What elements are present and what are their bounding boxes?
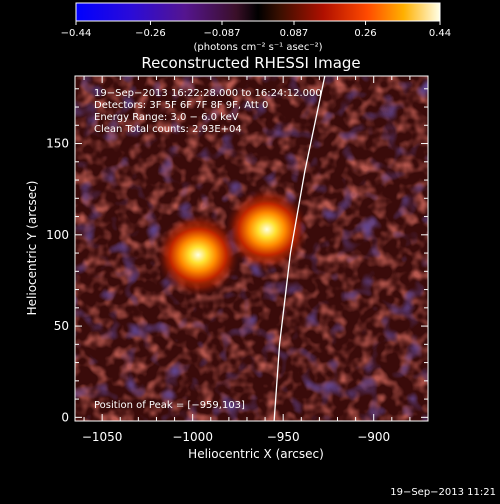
colorbar-tick-label: 0.087 <box>280 28 309 39</box>
info-line: Energy Range: 3.0 − 6.0 keV <box>94 112 239 123</box>
chart-title: Reconstructed RHESSI Image <box>141 54 360 72</box>
solar-limb-line <box>273 76 326 421</box>
source-2 <box>230 196 303 263</box>
colorbar-units: (photons cm⁻² s⁻¹ asec⁻²) <box>193 42 322 53</box>
info-line: Detectors: 3F 5F 6F 7F 8F 9F, Att 0 <box>94 100 268 111</box>
plot-area <box>75 76 428 421</box>
colorbar-frame <box>75 2 441 22</box>
x-tick-label: −950 <box>267 430 300 444</box>
colorbar-tick-label: 0.26 <box>354 28 376 39</box>
footer-timestamp: 19−Sep−2013 11:21 <box>390 487 496 498</box>
y-tick-label: 50 <box>54 319 69 333</box>
info-line: 19−Sep−2013 16:22:28.000 to 16:24:12.000 <box>94 88 322 99</box>
y-tick-label: 100 <box>46 228 69 242</box>
peak-position-label: Position of Peak = [−959,103] <box>94 400 245 411</box>
y-tick-label: 0 <box>61 410 69 424</box>
plot-frame <box>74 75 429 422</box>
colorbar-tick-label: 0.44 <box>429 28 451 39</box>
info-line: Clean Total counts: 2.93E+04 <box>94 124 242 135</box>
x-tick-label: −1050 <box>82 430 123 444</box>
y-tick-label: 150 <box>46 137 69 151</box>
colorbar-tick-label: −0.44 <box>61 28 92 39</box>
x-tick-label: −900 <box>357 430 390 444</box>
x-tick-label: −1000 <box>172 430 213 444</box>
x-axis-label: Heliocentric X (arcsec) <box>188 447 324 461</box>
colorbar <box>76 3 440 21</box>
y-axis-label: Heliocentric Y (arcsec) <box>25 181 39 316</box>
colorbar-tick-label: −0.26 <box>135 28 166 39</box>
source-1 <box>162 221 235 289</box>
colorbar-tick-label: −0.087 <box>204 28 241 39</box>
